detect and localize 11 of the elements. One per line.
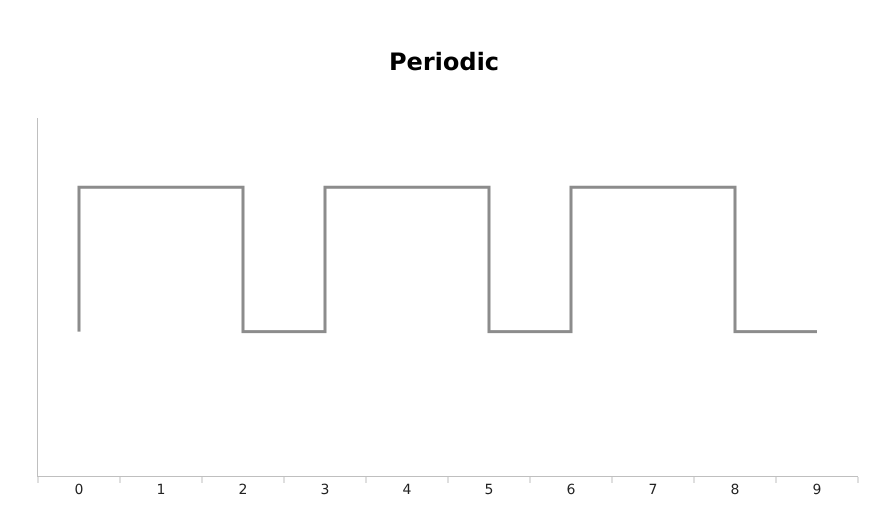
- x-tick-label: 5: [484, 482, 494, 498]
- x-tick-label: 3: [320, 482, 330, 498]
- x-tick-label: 7: [648, 482, 658, 498]
- x-tick-label: 4: [402, 482, 412, 498]
- x-tick-label: 9: [812, 482, 822, 498]
- x-tick-label: 0: [74, 482, 84, 498]
- x-tick-label: 1: [156, 482, 166, 498]
- x-tick-label: 2: [238, 482, 248, 498]
- chart-title: Periodic: [388, 48, 500, 76]
- x-tick-label: 6: [566, 482, 576, 498]
- x-tick-label: 8: [730, 482, 740, 498]
